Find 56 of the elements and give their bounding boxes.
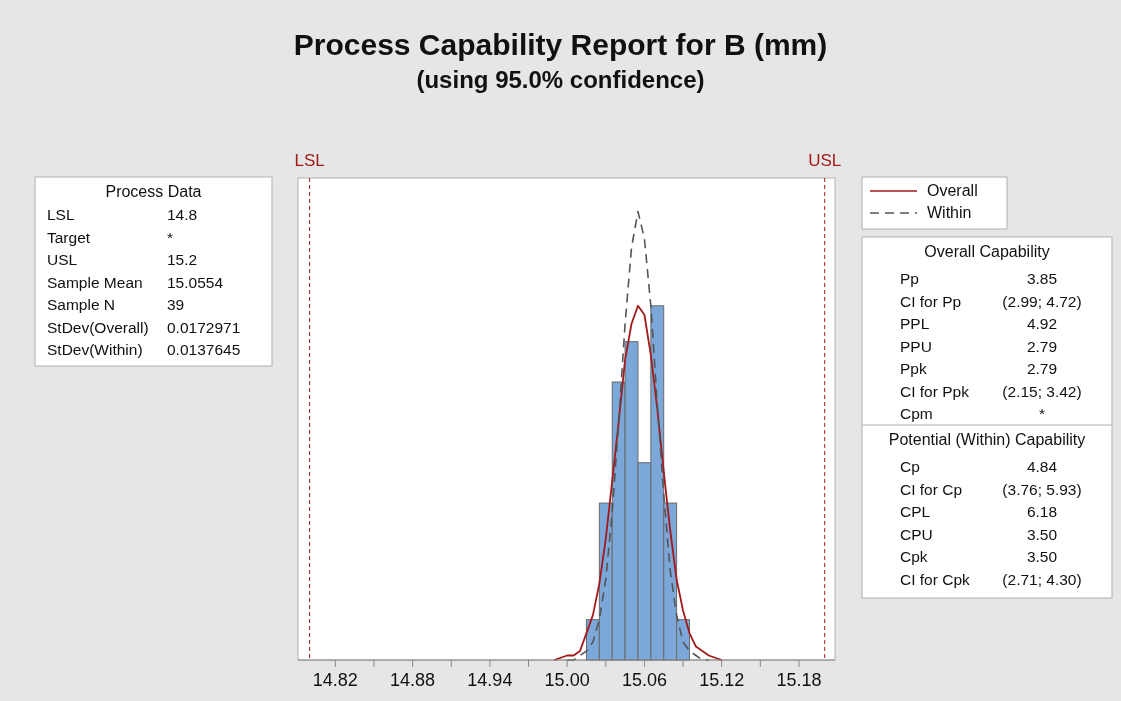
text: 15.0554 xyxy=(167,273,224,291)
text: Sample Mean xyxy=(47,273,143,291)
text: 6.18 xyxy=(1026,503,1058,520)
text: 0.0172971 xyxy=(167,318,241,336)
text: Sample N xyxy=(47,296,116,313)
text: StDev(Within) xyxy=(47,341,143,358)
text: * xyxy=(1038,405,1046,422)
text: 3.85 xyxy=(1026,270,1058,287)
text: Cp xyxy=(900,458,920,475)
text: * xyxy=(167,228,174,246)
text: (2.15; 3.42) xyxy=(1002,382,1082,400)
text: 39 xyxy=(167,296,185,313)
text: Target xyxy=(47,228,91,246)
text: 4.84 xyxy=(1026,458,1058,475)
x-tick-label: 15.00 xyxy=(544,670,590,690)
text: CI for Pp xyxy=(900,292,962,310)
text: CI for Cpk xyxy=(900,570,971,588)
ref-line-label: USL xyxy=(808,151,842,170)
text: 0.0137645 xyxy=(167,341,241,358)
x-tick-label: 15.18 xyxy=(776,670,822,690)
text: StDev(Overall) xyxy=(47,318,149,336)
x-tick-label: 15.12 xyxy=(699,670,745,690)
legend-label: Within xyxy=(927,204,972,221)
text: 2.79 xyxy=(1026,360,1058,377)
text: (2.99; 4.72) xyxy=(1002,292,1082,310)
text: 4.92 xyxy=(1026,315,1058,332)
text: CI for Cp xyxy=(900,480,963,498)
x-tick-label: 14.94 xyxy=(467,670,513,690)
x-tick-label: 14.82 xyxy=(312,670,358,690)
chart-title: Process Capability Report for B (mm) xyxy=(293,28,828,61)
text: Cpk xyxy=(900,548,928,565)
x-tick-label: 14.88 xyxy=(390,670,436,690)
text: (2.71; 4.30) xyxy=(1002,570,1082,588)
chart-subtitle: (using 95.0% confidence) xyxy=(416,66,705,93)
text: Potential (Within) Capability xyxy=(888,431,1086,448)
text: Pp xyxy=(900,270,919,287)
text: 2.79 xyxy=(1026,337,1058,355)
text: USL xyxy=(47,251,78,268)
text: CI for Ppk xyxy=(900,382,970,400)
text: 15.2 xyxy=(167,251,198,268)
text: Cpm xyxy=(900,405,933,422)
text: Ppk xyxy=(900,360,927,377)
text: 3.50 xyxy=(1026,525,1058,543)
text: 14.8 xyxy=(167,206,198,223)
text: (3.76; 5.93) xyxy=(1002,480,1082,498)
text: Overall Capability xyxy=(924,243,1050,260)
text: PPL xyxy=(900,315,930,332)
text: PPU xyxy=(900,337,932,355)
text: 3.50 xyxy=(1026,548,1058,565)
ref-line-label: LSL xyxy=(294,151,325,170)
text: Process Data xyxy=(105,183,202,200)
text: LSL xyxy=(47,206,75,223)
text: CPU xyxy=(900,525,933,543)
legend-label: Overall xyxy=(927,182,978,199)
text: CPL xyxy=(900,503,931,520)
x-tick-label: 15.06 xyxy=(621,670,667,690)
